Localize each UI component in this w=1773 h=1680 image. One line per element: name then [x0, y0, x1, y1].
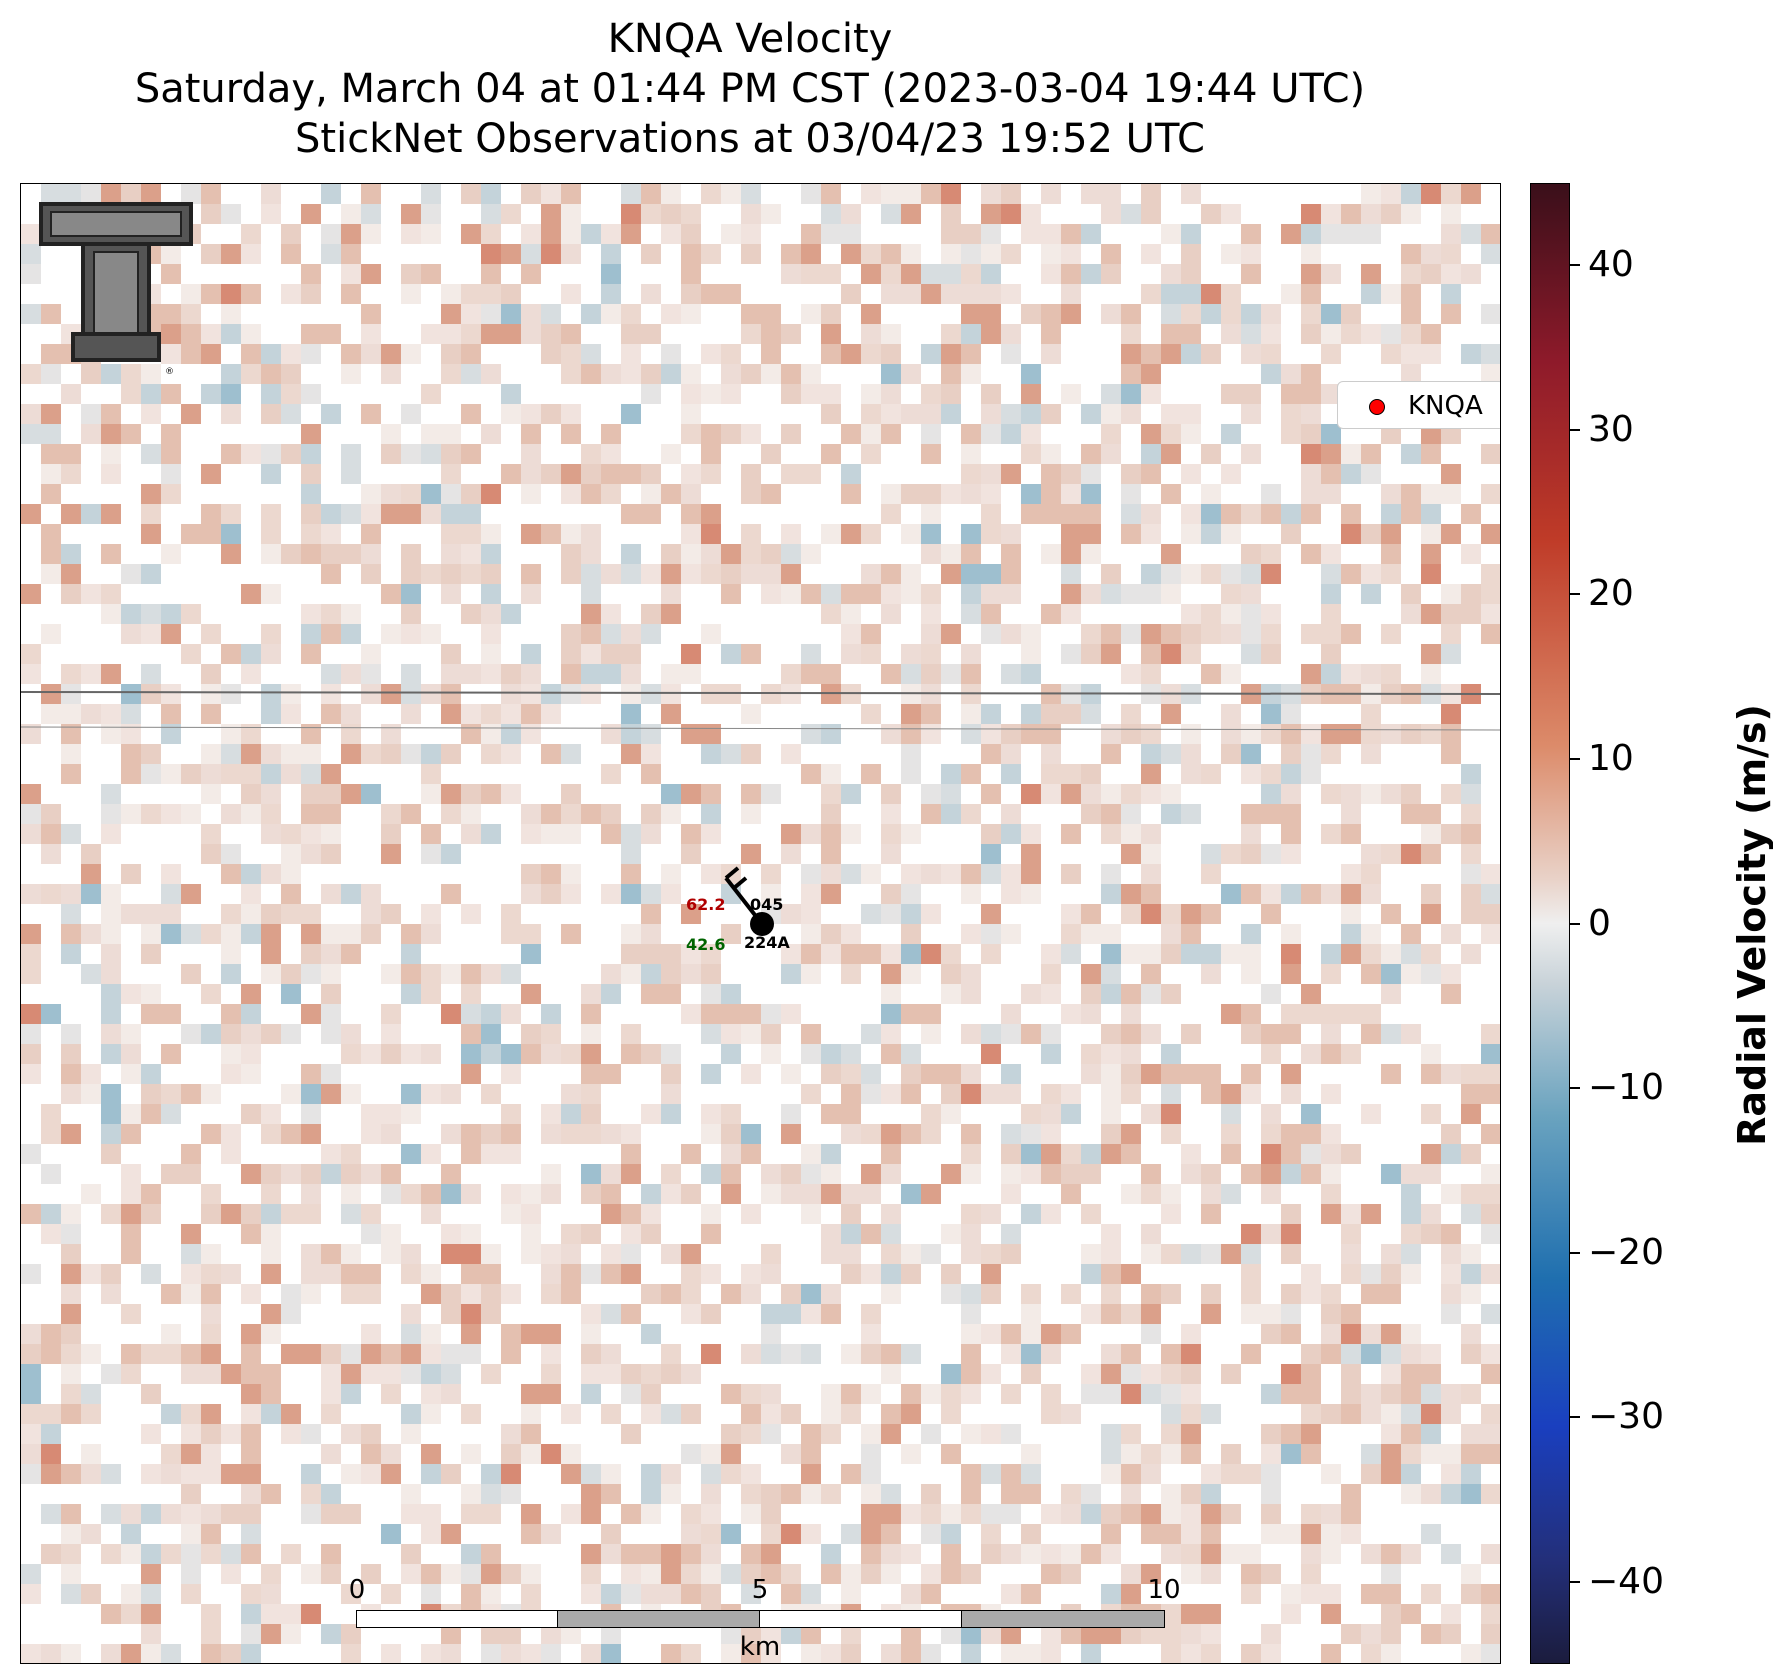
colorbar-tick-label: −10: [1588, 1067, 1664, 1109]
scalebar-segment: [961, 1610, 1165, 1628]
colorbar-tick-label: −20: [1588, 1231, 1664, 1273]
scalebar-label-10: 10: [1147, 1575, 1181, 1605]
station-pressure: 045: [750, 895, 784, 914]
scalebar-segment: [356, 1610, 558, 1628]
wind-barb-shaft: [724, 876, 764, 926]
title-line-3: StickNet Observations at 03/04/23 19:52 …: [295, 116, 1205, 162]
colorbar-tick: [1570, 1580, 1580, 1583]
wind-barb-flag: [732, 876, 748, 890]
station-temperature: 62.2: [686, 895, 726, 914]
scalebar-label-0: 0: [348, 1575, 366, 1605]
radar-marker-icon: [1369, 399, 1385, 415]
colorbar-tick-label: 40: [1588, 244, 1634, 286]
map-title: KNQA Velocity Saturday, March 04 at 01:4…: [0, 14, 1500, 164]
colorbar-tick: [1570, 1251, 1580, 1254]
colorbar-tick-label: −40: [1588, 1560, 1664, 1602]
title-line-1: KNQA Velocity: [607, 16, 893, 62]
boundary-line: [21, 691, 1500, 695]
station-id: 224A: [744, 933, 790, 952]
colorbar-tick: [1570, 1087, 1580, 1090]
legend-label: KNQA: [1408, 391, 1483, 421]
station-dewpoint: 42.6: [686, 935, 726, 954]
svg-text:®: ®: [165, 367, 174, 377]
colorbar: [1530, 183, 1570, 1664]
scalebar-label-5: 5: [751, 1575, 769, 1605]
scalebar-segment: [557, 1610, 760, 1628]
scalebar-segment: [759, 1610, 962, 1628]
sticknet-station-marker[interactable]: [724, 866, 774, 936]
wind-barb-flag: [724, 866, 740, 880]
overlay-layer: ®: [21, 202, 1500, 936]
colorbar-tick: [1570, 922, 1580, 925]
colorbar-title: Radial Velocity (m/s): [1730, 704, 1773, 1146]
colorbar-tick: [1570, 1416, 1580, 1419]
scalebar-unit: km: [739, 1632, 781, 1662]
colorbar-tick: [1570, 593, 1580, 596]
colorbar-tick: [1570, 757, 1580, 760]
map-legend: KNQA: [1337, 381, 1500, 429]
colorbar-tick-label: 0: [1588, 902, 1611, 944]
colorbar-tick-label: 10: [1588, 737, 1634, 779]
boundary-line: [21, 726, 1500, 731]
title-line-2: Saturday, March 04 at 01:44 PM CST (2023…: [134, 66, 1366, 112]
colorbar-tick-label: 20: [1588, 573, 1634, 615]
colorbar-tick: [1570, 428, 1580, 431]
radar-velocity-field: [21, 184, 1500, 1663]
colorbar-tick-label: −30: [1588, 1396, 1664, 1438]
texas-tech-double-t-logo: ®: [39, 202, 193, 377]
colorbar-tick-label: 30: [1588, 408, 1634, 450]
colorbar-tick: [1570, 264, 1580, 267]
radar-map[interactable]: ® KNQA: [20, 183, 1501, 1664]
